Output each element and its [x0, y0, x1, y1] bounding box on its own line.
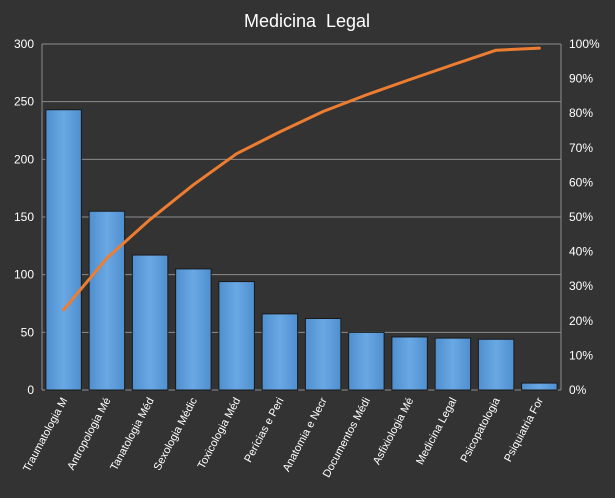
bar — [304, 317, 342, 391]
y2-tick-label: 90% — [569, 72, 593, 86]
x-tick-label: Documentos Médi — [321, 396, 373, 480]
y-tick-label: 200 — [14, 152, 34, 166]
y2-tick-label: 20% — [569, 314, 593, 328]
y2-tick-label: 80% — [569, 106, 593, 120]
y2-tick-label: 100% — [569, 37, 600, 51]
y-tick-label: 100 — [14, 268, 34, 282]
x-tick-label: Psicopatologia — [459, 395, 504, 465]
bar — [218, 281, 255, 391]
y2-tick-label: 0% — [569, 383, 587, 397]
bar — [477, 338, 515, 391]
y-axis-left: 0 50 100 150 200 250 300 — [14, 37, 34, 397]
chart-title: Medicina Legal — [244, 11, 370, 31]
bar — [391, 336, 428, 391]
bars — [45, 109, 558, 391]
y2-tick-label: 30% — [569, 279, 593, 293]
bar — [348, 331, 385, 391]
bar — [175, 268, 212, 391]
gridlines — [41, 43, 562, 391]
y-tick-label: 50 — [21, 325, 35, 339]
y-tick-label: 250 — [14, 95, 34, 109]
x-tick-label: Tanatologia Méd — [108, 396, 156, 473]
cumulative-series-line — [62, 46, 541, 312]
bar — [434, 337, 472, 391]
y2-tick-label: 70% — [569, 141, 593, 155]
y2-tick-label: 50% — [569, 210, 593, 224]
y2-tick-label: 60% — [569, 175, 593, 189]
y-axis-right: 0% 10% 20% 30% 40% 50% 60% 70% 80% 90% 100% — [569, 37, 600, 397]
x-tick-label: Psiquiatria For — [502, 395, 546, 464]
bar — [261, 313, 299, 391]
x-tick-label: Anatomia e Necr — [281, 395, 330, 473]
x-tick-label: Traumatologia M — [21, 396, 70, 474]
y2-tick-label: 10% — [569, 348, 593, 362]
cumulative-line — [62, 46, 541, 312]
bar — [45, 109, 82, 391]
bar — [131, 254, 169, 391]
bar — [521, 382, 558, 391]
x-tick-label: Antropologia Mé — [65, 396, 113, 472]
y-tick-label: 300 — [14, 37, 34, 51]
y-tick-label: 0 — [27, 383, 34, 397]
bar — [88, 210, 126, 391]
y-tick-label: 150 — [14, 210, 34, 224]
x-tick-label: Toxicologia Méd — [196, 396, 244, 471]
y2-tick-label: 40% — [569, 245, 593, 259]
x-tick-label: Perícias e Peri — [242, 396, 286, 465]
x-tick-label: Asfixiologia Mé — [371, 396, 416, 467]
x-tick-label: Medicina Legal — [414, 396, 459, 467]
x-tick-label: Sexologia Médic — [152, 395, 201, 472]
